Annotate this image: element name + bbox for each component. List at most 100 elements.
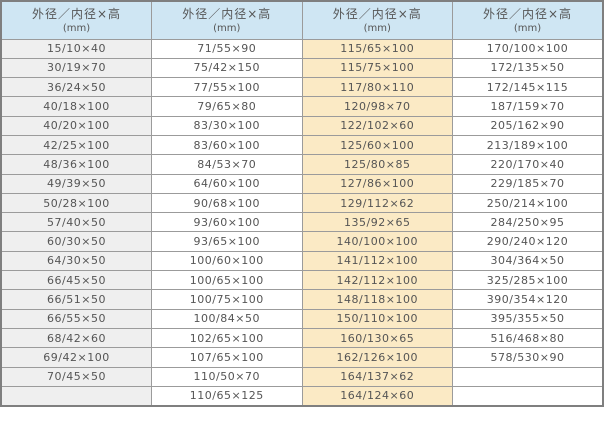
column-header-1: 外径／内径×高 (mm) xyxy=(0,0,152,40)
spec-cell: 75/42×150 xyxy=(151,57,303,79)
spec-cell: 79/65×80 xyxy=(151,96,303,117)
spec-cell: 284/250×95 xyxy=(452,212,604,233)
column-header-unit: (mm) xyxy=(213,22,241,34)
table-row: 68/42×60 102/65×100 160/130×65 516/468×80 xyxy=(0,327,604,349)
spec-cell: 142/112×100 xyxy=(301,270,453,291)
spec-cell: 71/55×90 xyxy=(151,38,303,59)
spec-cell: 77/55×100 xyxy=(151,77,303,98)
spec-cell: 170/100×100 xyxy=(452,38,604,59)
table-row: 60/30×50 93/65×100 140/100×100 290/240×120 xyxy=(0,231,604,252)
table-row: 69/42×100 107/65×100 162/126×100 578/530×90 xyxy=(0,347,604,368)
spec-cell: 60/30×50 xyxy=(0,231,152,252)
spec-cell: 36/24×50 xyxy=(0,77,152,98)
header-row: 外径／内径×高 (mm) 外径／内径×高 (mm) 外径／内径×高 (mm) 外… xyxy=(0,0,604,40)
spec-cell xyxy=(452,366,604,387)
table-row: 66/51×50 100/75×100 148/118×100 390/354×120 xyxy=(0,289,604,310)
spec-cell: 122/102×60 xyxy=(301,115,453,136)
spec-cell: 172/135×50 xyxy=(452,57,604,79)
spec-cell: 135/92×65 xyxy=(301,212,453,233)
spec-cell: 164/124×60 xyxy=(301,385,453,407)
table-row: 70/45×50 110/50×70 164/137×62 xyxy=(0,366,604,387)
spec-cell: 205/162×90 xyxy=(452,115,604,136)
spec-cell: 120/98×70 xyxy=(301,96,453,117)
table-row: 50/28×100 90/68×100 129/112×62 250/214×100 xyxy=(0,192,604,214)
spec-cell xyxy=(0,385,152,407)
spec-cell: 117/80×110 xyxy=(301,77,453,98)
spec-cell: 40/18×100 xyxy=(0,96,152,117)
spec-cell: 66/55×50 xyxy=(0,308,152,329)
spec-cell: 325/285×100 xyxy=(452,270,604,291)
spec-cell: 213/189×100 xyxy=(452,134,604,156)
spec-cell: 64/60×100 xyxy=(151,173,303,194)
spec-cell: 129/112×62 xyxy=(301,192,453,214)
table-row: 49/39×50 64/60×100 127/86×100 229/185×70 xyxy=(0,173,604,194)
spec-cell: 187/159×70 xyxy=(452,96,604,117)
spec-cell: 578/530×90 xyxy=(452,347,604,368)
column-header-unit: (mm) xyxy=(363,22,391,34)
spec-cell: 40/20×100 xyxy=(0,115,152,136)
spec-cell: 115/65×100 xyxy=(301,38,453,59)
spec-cell: 49/39×50 xyxy=(0,173,152,194)
spec-cell: 150/110×100 xyxy=(301,308,453,329)
table-row: 48/36×100 84/53×70 125/80×85 220/170×40 xyxy=(0,154,604,175)
spec-cell: 125/60×100 xyxy=(301,134,453,156)
spec-cell: 83/60×100 xyxy=(151,134,303,156)
column-header-label: 外径／内径×高 xyxy=(182,6,272,21)
spec-cell: 90/68×100 xyxy=(151,192,303,214)
spec-cell: 42/25×100 xyxy=(0,134,152,156)
table-header: 外径／内径×高 (mm) 外径／内径×高 (mm) 外径／内径×高 (mm) 外… xyxy=(0,0,604,40)
spec-cell: 100/65×100 xyxy=(151,270,303,291)
column-header-label: 外径／内径×高 xyxy=(31,6,122,21)
spec-cell: 15/10×40 xyxy=(0,38,152,59)
spec-cell: 390/354×120 xyxy=(452,289,604,310)
dimension-spec-table: 外径／内径×高 (mm) 外径／内径×高 (mm) 外径／内径×高 (mm) 外… xyxy=(0,0,604,407)
spec-cell: 66/45×50 xyxy=(0,270,152,291)
column-header-2: 外径／内径×高 (mm) xyxy=(151,0,303,40)
spec-cell: 70/45×50 xyxy=(0,366,152,387)
table-row: 64/30×50 100/60×100 141/112×100 304/364×50 xyxy=(0,250,604,272)
spec-cell: 64/30×50 xyxy=(0,250,152,272)
column-header-label: 外径／内径×高 xyxy=(482,6,573,21)
spec-cell: 250/214×100 xyxy=(452,192,604,214)
spec-cell: 107/65×100 xyxy=(151,347,303,368)
column-header-label: 外径／内径×高 xyxy=(332,6,422,21)
spec-cell: 110/50×70 xyxy=(151,366,303,387)
spec-cell: 160/130×65 xyxy=(301,327,453,349)
spec-cell: 93/60×100 xyxy=(151,212,303,233)
column-header-4: 外径／内径×高 (mm) xyxy=(452,0,604,40)
spec-cell: 141/112×100 xyxy=(301,250,453,272)
spec-cell: 304/364×50 xyxy=(452,250,604,272)
spec-cell: 140/100×100 xyxy=(301,231,453,252)
spec-cell: 30/19×70 xyxy=(0,57,152,79)
table-row: 66/45×50 100/65×100 142/112×100 325/285×100 xyxy=(0,270,604,291)
spec-cell: 48/36×100 xyxy=(0,154,152,175)
table-row: 66/55×50 100/84×50 150/110×100 395/355×50 xyxy=(0,308,604,329)
spec-cell: 68/42×60 xyxy=(0,327,152,349)
spec-cell: 127/86×100 xyxy=(301,173,453,194)
spec-cell: 102/65×100 xyxy=(151,327,303,349)
spec-cell: 148/118×100 xyxy=(301,289,453,310)
spec-cell: 100/84×50 xyxy=(151,308,303,329)
spec-cell xyxy=(452,385,604,407)
column-header-unit: (mm) xyxy=(62,22,91,34)
table-row: 30/19×70 75/42×150 115/75×100 172/135×50 xyxy=(0,57,604,79)
column-header-3: 外径／内径×高 (mm) xyxy=(301,0,453,40)
table-body: 15/10×40 71/55×90 115/65×100 170/100×100 30/… xyxy=(0,38,604,407)
spec-cell: 83/30×100 xyxy=(151,115,303,136)
spec-cell: 164/137×62 xyxy=(301,366,453,387)
table-row: 40/18×100 79/65×80 120/98×70 187/159×70 xyxy=(0,96,604,117)
spec-cell: 93/65×100 xyxy=(151,231,303,252)
table-row: 110/65×125 164/124×60 xyxy=(0,385,604,407)
table-row: 57/40×50 93/60×100 135/92×65 284/250×95 xyxy=(0,212,604,233)
table-row: 15/10×40 71/55×90 115/65×100 170/100×100 xyxy=(0,38,604,59)
spec-cell: 220/170×40 xyxy=(452,154,604,175)
spec-cell: 395/355×50 xyxy=(452,308,604,329)
spec-cell: 100/60×100 xyxy=(151,250,303,272)
spec-cell: 110/65×125 xyxy=(151,385,303,407)
spec-cell: 66/51×50 xyxy=(0,289,152,310)
spec-cell: 229/185×70 xyxy=(452,173,604,194)
spec-cell: 84/53×70 xyxy=(151,154,303,175)
spec-cell: 516/468×80 xyxy=(452,327,604,349)
spec-cell: 57/40×50 xyxy=(0,212,152,233)
spec-cell: 115/75×100 xyxy=(301,57,453,79)
